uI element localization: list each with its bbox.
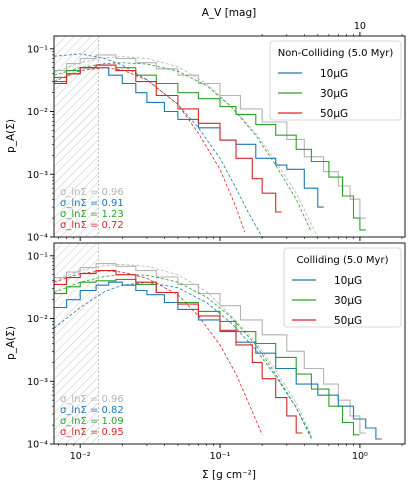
sigma-annotation: σ_lnΣ = 0.82 xyxy=(60,405,124,416)
x-axis-label: Σ [g cm⁻²] xyxy=(202,469,256,481)
sigma-annotation: σ_lnΣ = 1.23 xyxy=(60,209,124,220)
y-tick-label: 10⁻² xyxy=(27,107,48,118)
panel-1-histogram-50G xyxy=(54,270,303,434)
panel-bottom-hatched-region xyxy=(54,243,99,444)
panel-top-y-label: p_A(Σ) xyxy=(5,119,17,153)
sigma-annotation: σ_lnΣ = 1.09 xyxy=(60,416,124,427)
y-tick-label: 10⁻¹ xyxy=(27,251,48,262)
sigma-annotation: σ_lnΣ = 0.96 xyxy=(60,394,124,405)
panel-bottom-y-label: p_A(Σ) xyxy=(5,326,17,360)
panel-0-lognormal-30G xyxy=(53,62,312,233)
panel-1-lognormal-10G xyxy=(53,281,312,438)
x-tick-label: 10⁻² xyxy=(70,451,91,462)
panel-1-histogram-reference xyxy=(54,263,366,434)
panel-colliding: 10⁻⁴ 10⁻³ 10⁻² 10⁻¹ 10⁻² 10⁻¹ 10⁰ p_A(Σ) Coll… xyxy=(5,242,406,462)
top-axis-label: A_V [mag] xyxy=(202,7,256,19)
y-tick-label: 10⁻³ xyxy=(27,377,48,388)
panel-1-lognormal-reference xyxy=(53,263,312,435)
panel-0-histogram-reference xyxy=(54,54,366,219)
panel-1-lognormal-30G xyxy=(53,274,312,440)
panel-non-colliding: 10⁻⁴ 10⁻³ 10⁻² 10⁻¹ p_A(Σ) Non-Colliding (5… xyxy=(5,35,406,244)
panel-0-lognormal-50G xyxy=(53,67,246,233)
y-tick-label: 10⁻¹ xyxy=(27,44,48,55)
legend-label: 50μG xyxy=(320,108,348,120)
y-tick-label: 10⁻⁴ xyxy=(27,440,48,451)
panel-0-lognormal-10G xyxy=(53,53,263,238)
y-tick-label: 10⁻³ xyxy=(27,170,48,181)
sigma-annotation: σ_lnΣ = 0.91 xyxy=(60,198,124,209)
panel-top-legend-title: Non-Colliding (5.0 Myr) xyxy=(278,48,394,59)
x-tick-label: 10⁻¹ xyxy=(210,451,231,462)
legend-label: 10μG xyxy=(334,275,362,287)
panel-bottom-legend: Colliding (5.0 Myr) 10μG 30μG 50μG xyxy=(283,247,402,328)
legend-label: 50μG xyxy=(334,315,362,327)
legend-label: 30μG xyxy=(320,88,348,100)
legend-label: 10μG xyxy=(320,68,348,80)
top-axis: A_V [mag] 10100 xyxy=(202,7,403,36)
legend-label: 30μG xyxy=(334,295,362,307)
y-tick-label: 10⁻⁴ xyxy=(27,233,48,244)
panel-bottom-legend-box xyxy=(283,247,402,328)
x-tick-label: 10⁰ xyxy=(352,451,368,462)
panel-0-histogram-50G xyxy=(54,64,282,213)
y-tick-label: 10⁻² xyxy=(27,314,48,325)
top-tick-label: 10 xyxy=(354,21,366,32)
panel-top-legend: Non-Colliding (5.0 Myr) 10μG 30μG 50μG xyxy=(269,40,402,121)
sigma-annotation: σ_lnΣ = 0.95 xyxy=(60,427,124,438)
panel-bottom-legend-title: Colliding (5.0 Myr) xyxy=(297,255,389,266)
sigma-annotation: σ_lnΣ = 0.72 xyxy=(60,220,124,231)
panel-top-legend-box xyxy=(269,40,402,121)
sigma-annotation: σ_lnΣ = 0.96 xyxy=(60,187,124,198)
